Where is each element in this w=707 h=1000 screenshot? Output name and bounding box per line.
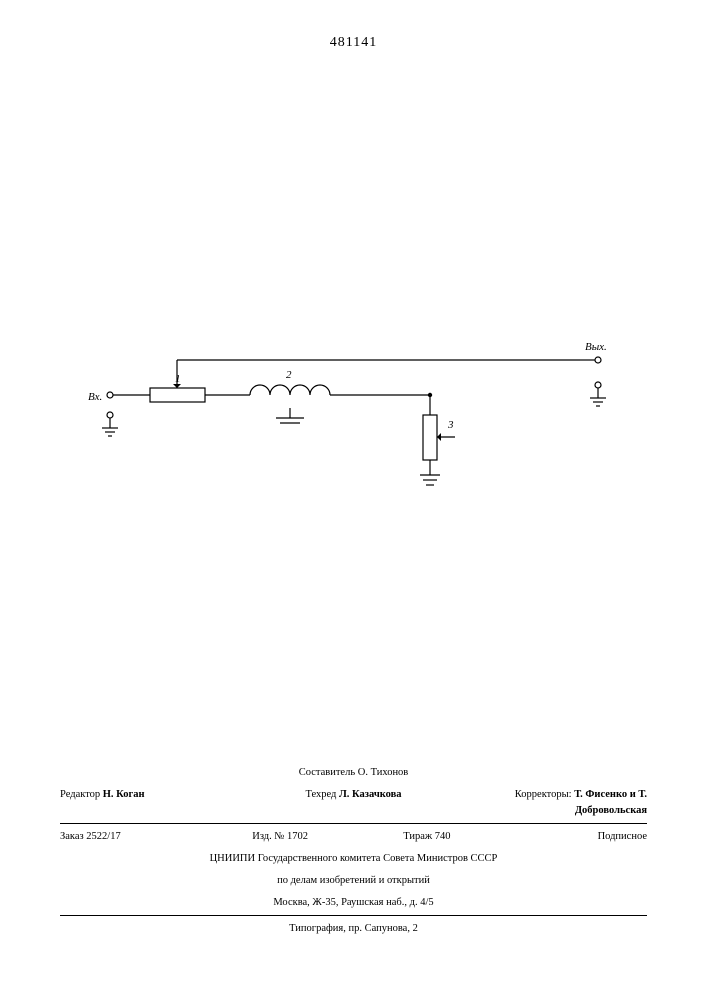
divider-2 [60,915,647,916]
credits-row: Редактор Н. Коган Техред Л. Казачкова Ко… [60,784,647,822]
page: 481141 [0,0,707,1000]
correctors-label: Корректоры: [515,789,572,800]
document-number: 481141 [0,35,707,51]
org-line-2: по делам изобретений и открытий [60,870,647,892]
editor-label: Редактор [60,789,100,800]
compiler-line: Составитель О. Тихонов [60,762,647,784]
component-2-label: 2 [286,369,292,381]
circulation: Тираж 740 [354,829,501,845]
editor-name: Н. Коган [103,789,145,800]
typography-line: Типография, пр. Сапунова, 2 [60,918,647,940]
divider-1 [60,823,647,824]
print-info-row: Заказ 2522/17 Изд. № 1702 Тираж 740 Подп… [60,826,647,848]
subscription: Подписное [500,829,647,845]
input-label: Вх. [88,391,102,403]
output-label: Вых. [585,341,607,353]
issue-number: Изд. № 1702 [207,829,354,845]
techred-name: Л. Казачкова [339,789,402,800]
footer: Составитель О. Тихонов Редактор Н. Коган… [60,762,647,940]
component-3-label: 3 [447,419,454,431]
correctors-names: Т. Фисенко и Т. Добровольская [574,789,647,816]
org-line-3: Москва, Ж-35, Раушская наб., д. 4/5 [60,892,647,914]
component-1-label: 1 [175,373,181,385]
techred-label: Техред [305,789,336,800]
org-line-1: ЦНИИПИ Государственного комитета Совета … [60,848,647,870]
circuit-diagram: Вх. Вых. 1 2 3 [80,300,630,500]
order-number: Заказ 2522/17 [60,829,207,845]
